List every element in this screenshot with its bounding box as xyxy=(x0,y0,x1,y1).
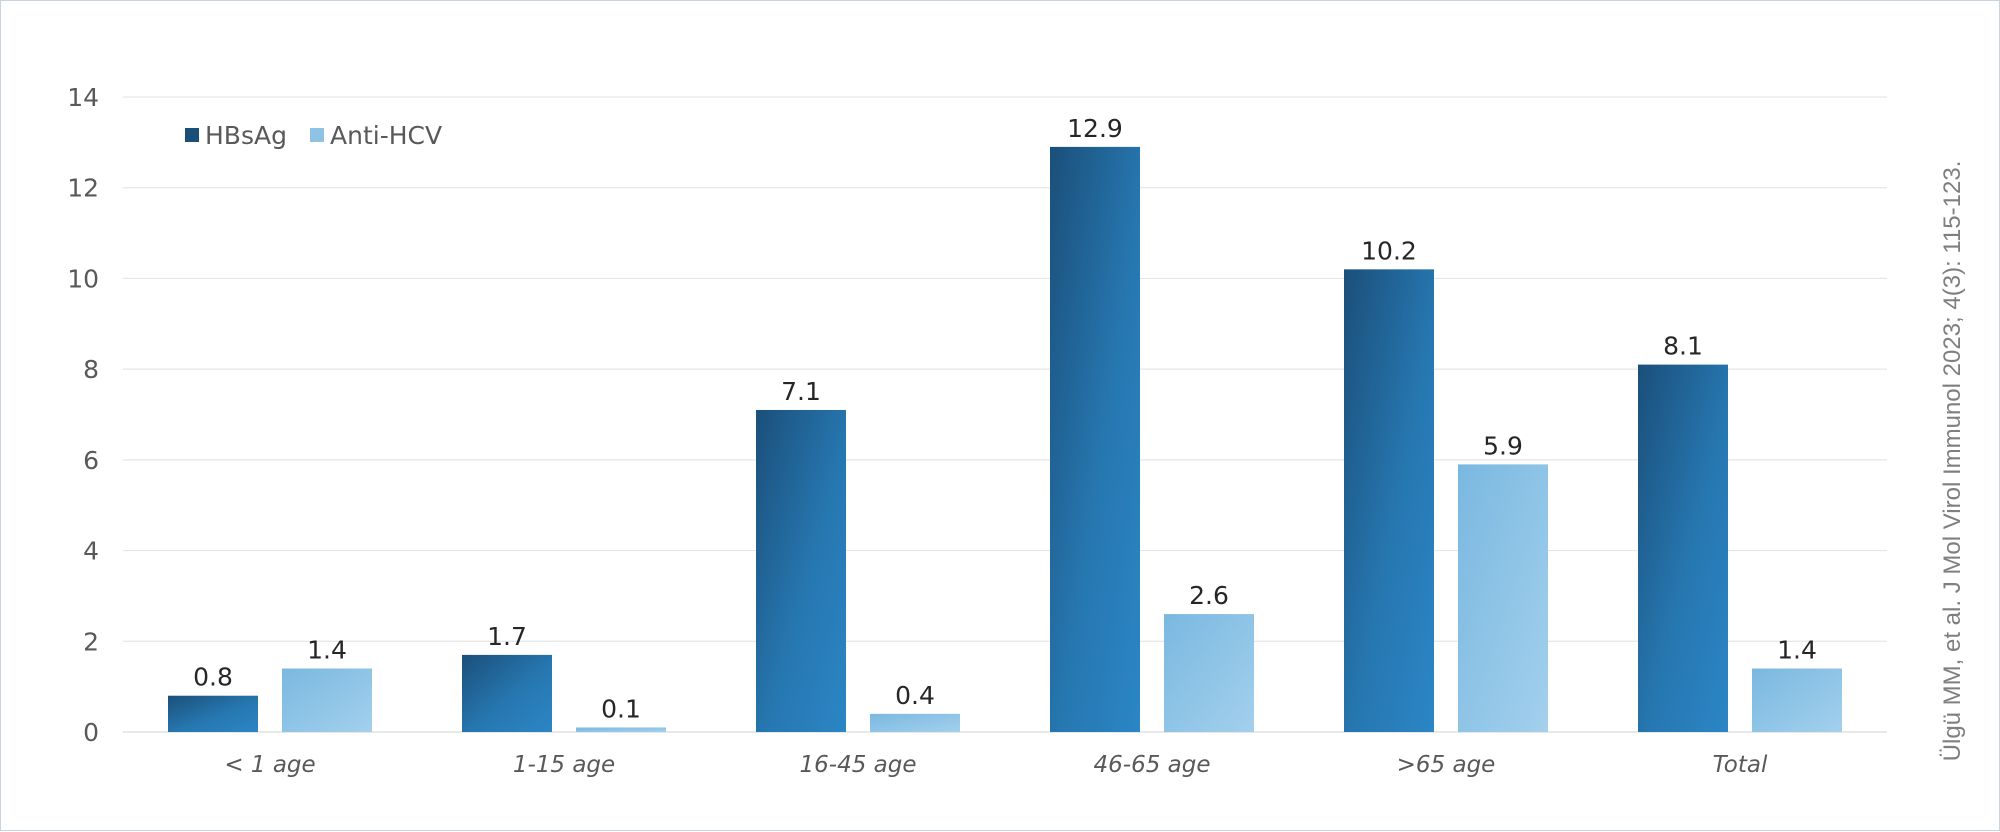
bar-hbsag-4 xyxy=(1344,269,1434,732)
data-label: 2.6 xyxy=(1189,581,1229,610)
legend-item-anti-hcv: Anti-HCV xyxy=(310,121,442,150)
bar-hbsag-0 xyxy=(168,695,258,732)
bar-hbsag-1 xyxy=(462,654,552,732)
data-label: 0.8 xyxy=(193,663,233,692)
data-label: 0.1 xyxy=(601,694,641,723)
gridlines xyxy=(123,96,1887,733)
bar-anti-hcv-2 xyxy=(870,713,960,732)
y-tick-label: 8 xyxy=(83,355,99,384)
y-tick-label: 4 xyxy=(83,537,99,566)
data-label: 7.1 xyxy=(781,377,821,406)
y-axis-ticks: 0 2 4 6 8 10 12 14 xyxy=(67,83,99,747)
legend-swatch xyxy=(310,128,324,142)
legend-label: Anti-HCV xyxy=(330,121,442,150)
y-tick-label: 12 xyxy=(67,174,99,203)
legend-swatch xyxy=(185,128,199,142)
x-tick-label: >65 age xyxy=(1397,752,1496,778)
y-tick-label: 14 xyxy=(67,83,99,112)
bar-anti-hcv-5 xyxy=(1752,668,1842,732)
x-tick-label: 46-65 age xyxy=(1094,752,1211,778)
bar-anti-hcv-0 xyxy=(282,668,372,732)
legend-item-hbsag: HBsAg xyxy=(185,121,287,150)
data-label: 5.9 xyxy=(1483,431,1523,460)
data-label: 1.4 xyxy=(1777,636,1817,665)
bar-anti-hcv-4 xyxy=(1458,464,1548,732)
x-tick-label: 16-45 age xyxy=(800,752,917,778)
data-labels: 0.8 1.4 1.7 0.1 7.1 0.4 12.9 2.6 10.2 5.9 8.1 1.4 xyxy=(193,114,1817,724)
y-tick-label: 10 xyxy=(67,264,99,293)
x-axis-ticks: < 1 age 1-15 age 16-45 age 46-65 age >65 age… xyxy=(224,752,1768,778)
x-tick-label: < 1 age xyxy=(224,752,315,778)
y-tick-label: 6 xyxy=(83,446,99,475)
bar-anti-hcv-3 xyxy=(1164,614,1254,732)
legend-label: HBsAg xyxy=(205,121,287,150)
bar-hbsag-5 xyxy=(1638,364,1728,732)
bar-hbsag-3 xyxy=(1050,146,1140,733)
bar-hbsag-2 xyxy=(756,409,846,732)
data-label: 1.4 xyxy=(307,636,347,665)
bar-anti-hcv-1 xyxy=(576,727,666,732)
y-tick-label: 2 xyxy=(83,627,99,656)
bars xyxy=(168,146,1842,733)
data-label: 8.1 xyxy=(1663,332,1703,361)
x-tick-label: 1-15 age xyxy=(513,752,615,778)
data-label: 0.4 xyxy=(895,681,935,710)
y-tick-label: 0 xyxy=(83,718,99,747)
data-label: 10.2 xyxy=(1361,236,1417,265)
citation-text: Ülgü MM, et al. J Mol Virol Immunol 2023… xyxy=(1939,161,1966,762)
x-tick-label: Total xyxy=(1713,752,1768,778)
legend: HBsAg Anti-HCV xyxy=(185,121,442,150)
data-label: 12.9 xyxy=(1067,114,1123,143)
data-label: 1.7 xyxy=(487,622,527,651)
